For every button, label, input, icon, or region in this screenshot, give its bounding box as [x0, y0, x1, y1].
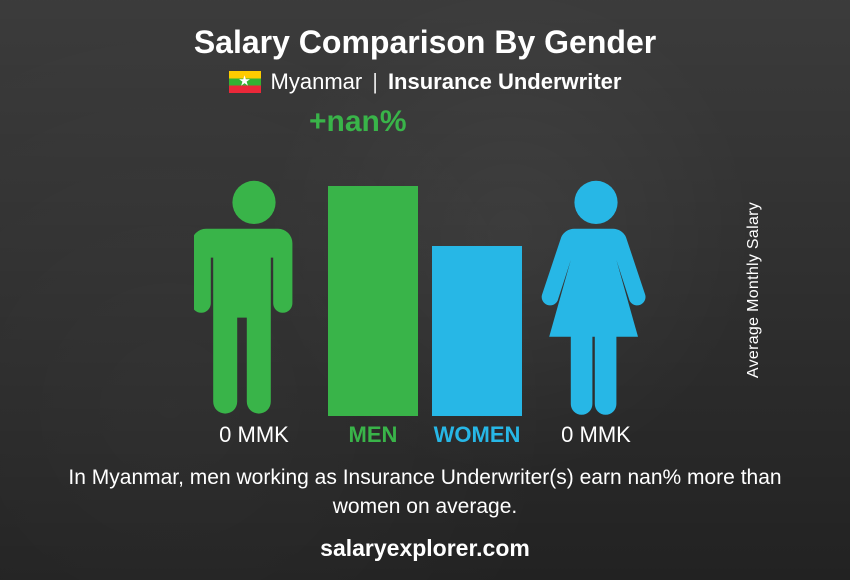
country-label: Myanmar: [271, 69, 363, 95]
flag-icon: [229, 71, 261, 93]
job-label: Insurance Underwriter: [388, 69, 622, 95]
women-value-label: 0 MMK: [536, 422, 656, 448]
axis-labels: 0 MMK MEN WOMEN 0 MMK: [125, 422, 725, 448]
page-title: Salary Comparison By Gender: [194, 24, 656, 61]
men-value-label: 0 MMK: [194, 422, 314, 448]
woman-icon: [536, 176, 656, 416]
men-axis-label: MEN: [328, 422, 418, 448]
subtitle-row: Myanmar | Insurance Underwriter: [229, 69, 622, 95]
men-bar: [328, 186, 418, 416]
separator: |: [372, 69, 378, 95]
women-axis-label: WOMEN: [432, 422, 522, 448]
infographic-container: Salary Comparison By Gender Myanmar | In…: [0, 0, 850, 580]
delta-label: +nan%: [309, 105, 407, 139]
summary-text: In Myanmar, men working as Insurance Und…: [45, 464, 805, 521]
sidebar-axis-label: Average Monthly Salary: [745, 202, 763, 378]
women-bar: [432, 246, 522, 416]
man-icon: [194, 176, 314, 416]
site-label: salaryexplorer.com: [320, 535, 530, 562]
chart-area: +nan%: [125, 115, 725, 416]
